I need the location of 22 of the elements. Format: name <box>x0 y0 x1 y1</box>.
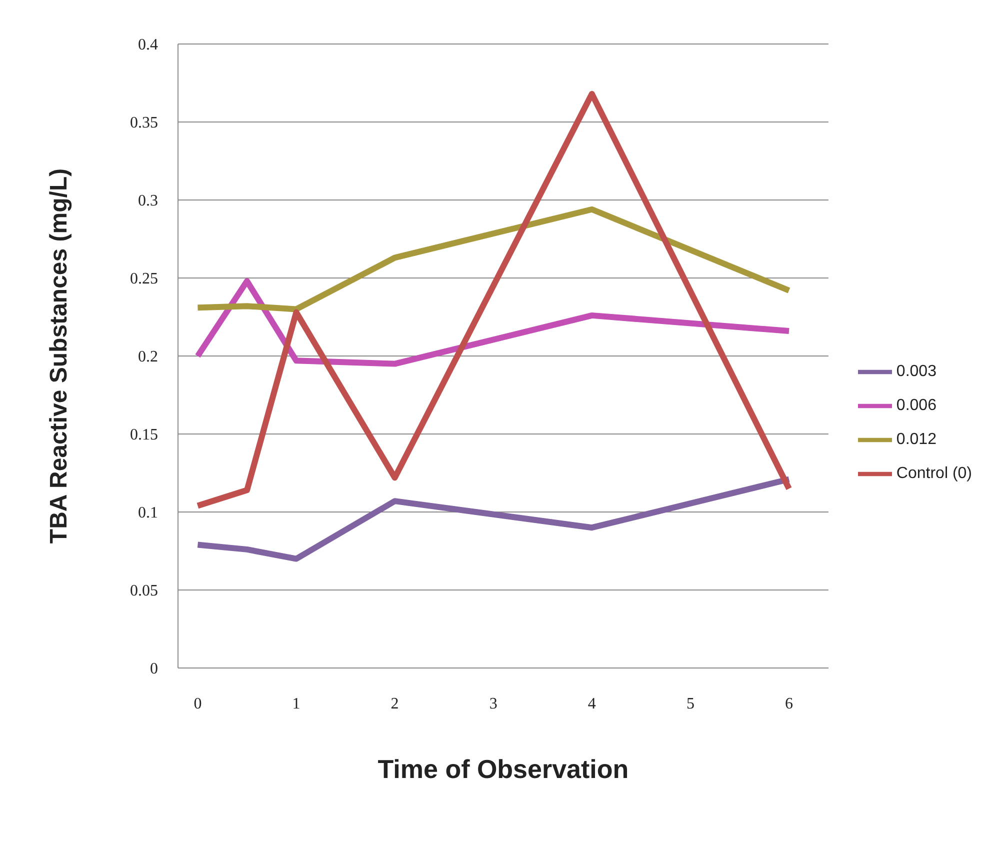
y-tick-label: 0.2 <box>138 348 158 366</box>
legend-label: Control (0) <box>896 465 972 482</box>
x-axis-title: Time of Observation <box>378 754 629 784</box>
x-tick-label: 6 <box>785 695 793 712</box>
y-tick-label: 0.35 <box>130 114 158 132</box>
y-tick-label: 0.15 <box>130 426 158 444</box>
legend-label: 0.006 <box>896 397 936 414</box>
y-tick-label: 0.4 <box>138 36 158 54</box>
x-tick-label: 2 <box>390 695 399 712</box>
y-axis-title: TBA Reactive Substances (mg/L) <box>46 168 73 544</box>
y-tick-label: 0.1 <box>138 504 158 522</box>
y-tick-label: 0 <box>150 660 158 678</box>
x-tick-label: 3 <box>489 695 498 712</box>
x-tick-label: 1 <box>292 695 300 712</box>
legend-label: 0.003 <box>896 363 936 380</box>
x-tick-label: 5 <box>686 695 694 712</box>
x-tick-label: 0 <box>194 695 202 712</box>
y-tick-label: 0.25 <box>130 270 158 288</box>
y-tick-label: 0.05 <box>130 582 158 600</box>
y-tick-label: 0.3 <box>138 192 158 210</box>
x-tick-label: 4 <box>588 695 596 712</box>
legend-label: 0.012 <box>896 431 936 448</box>
